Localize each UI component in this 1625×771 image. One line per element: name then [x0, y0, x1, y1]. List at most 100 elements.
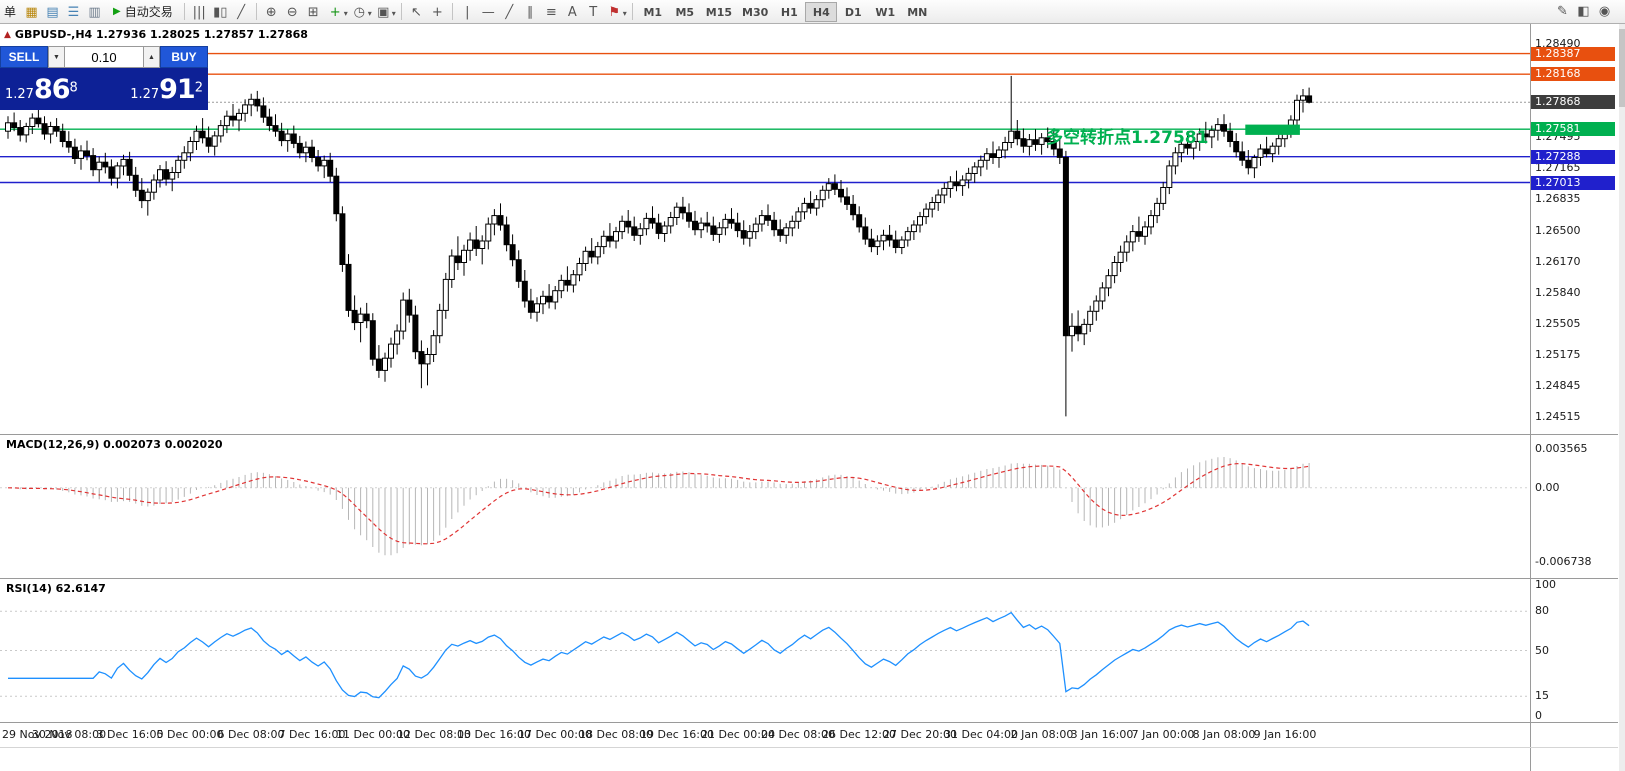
symbol-icon: ▲	[4, 29, 11, 40]
time-label: 31 Dec 04:00	[944, 728, 1018, 741]
price-tag: 1.27288	[1531, 150, 1615, 164]
autotrading-button[interactable]: ▶ 自动交易	[106, 2, 180, 22]
timeframe-d1-button[interactable]: D1	[844, 5, 862, 19]
buy-button[interactable]: BUY	[160, 46, 208, 68]
channel-icon[interactable]: ∥	[527, 4, 534, 20]
volume-input[interactable]	[65, 46, 143, 68]
time-label: 17 Dec 00:00	[518, 728, 592, 741]
time-label: 7 Jan 00:00	[1131, 728, 1195, 741]
volume-increase-button[interactable]: ▲	[143, 46, 160, 68]
chevron-down-icon[interactable]: ▾	[622, 8, 627, 18]
price-tag: 1.27013	[1531, 176, 1615, 190]
axis-label: 80	[1535, 604, 1549, 617]
edit-icon[interactable]: ✎	[1557, 4, 1568, 19]
time-label: 24 Dec 08:00	[761, 728, 835, 741]
price-chart[interactable]	[0, 24, 1530, 434]
cursor-icon[interactable]: ↖	[410, 4, 422, 20]
toolbar-separator	[631, 3, 633, 20]
new-order-button[interactable]: 单	[2, 2, 20, 22]
time-label: 12 Dec 08:00	[397, 728, 471, 741]
chart-symbol-info: ▲ GBPUSD-,H4 1.27936 1.28025 1.27857 1.2…	[4, 28, 308, 41]
price-chart-pane: ▲ GBPUSD-,H4 1.27936 1.28025 1.27857 1.2…	[0, 24, 1530, 434]
timeframe-m5-button[interactable]: M5	[675, 5, 695, 19]
time-label: 30 Nov 08:00	[31, 728, 107, 741]
time-label: 11 Dec 00:00	[336, 728, 410, 741]
time-label: 21 Dec 00:00	[701, 728, 775, 741]
fibonacci-icon[interactable]: ≡	[545, 4, 557, 20]
price-axis: 1.28490 1.27495 1.27165 1.26835 1.26500 1.261…	[1530, 24, 1619, 771]
time-label: 7 Dec 16:00	[278, 728, 346, 741]
data-window-icon[interactable]: ▤	[46, 4, 59, 20]
symbol-ohlc-text: GBPUSD-,H4 1.27936 1.28025 1.27857 1.278…	[14, 28, 308, 41]
timeframe-m1-button[interactable]: M1	[643, 5, 663, 19]
timeframe-m15-button[interactable]: M15	[705, 5, 733, 19]
time-label: 6 Dec 08:00	[217, 728, 285, 741]
zoom-out-icon[interactable]: ⊖	[286, 4, 298, 20]
autotrading-label: 自动交易	[124, 5, 173, 19]
panel-icon[interactable]: ◧	[1577, 4, 1590, 19]
rsi-label: RSI(14) 62.6147	[6, 582, 106, 595]
axis-label: 1.24515	[1535, 410, 1581, 423]
axis-label: 0	[1535, 709, 1542, 722]
price-tag: 1.27868	[1531, 95, 1615, 109]
text-icon[interactable]: A	[567, 4, 577, 20]
axis-label: 1.24845	[1535, 379, 1581, 392]
macd-label: MACD(12,26,9) 0.002073 0.002020	[6, 438, 223, 451]
macd-chart[interactable]	[0, 435, 1530, 578]
rsi-pane: RSI(14) 62.6147	[0, 579, 1530, 722]
buy-price: 1.27912	[130, 73, 203, 105]
pane-separator[interactable]	[0, 578, 1618, 579]
autotrading-play-icon: ▶	[113, 6, 121, 17]
timeframe-m30-button[interactable]: M30	[742, 5, 769, 19]
time-label: 3 Dec 16:00	[96, 728, 164, 741]
rsi-chart[interactable]	[0, 579, 1530, 722]
tile-windows-icon[interactable]: ⊞	[307, 4, 319, 20]
chevron-down-icon[interactable]: ▾	[367, 8, 372, 18]
time-label: 27 Dec 20:00	[883, 728, 957, 741]
vertical-scrollbar[interactable]	[1619, 24, 1625, 771]
period-clock-icon[interactable]: ◷	[353, 4, 365, 20]
arrows-icon[interactable]: ⚑	[608, 4, 621, 20]
timeframe-w1-button[interactable]: W1	[875, 5, 896, 19]
sell-button[interactable]: SELL	[0, 46, 48, 68]
time-label: 8 Jan 08:00	[1192, 728, 1256, 741]
bar-chart-icon[interactable]: |||	[192, 4, 206, 20]
time-label: 5 Dec 00:00	[156, 728, 224, 741]
chevron-down-icon[interactable]: ▾	[343, 8, 348, 18]
scrollbar-thumb[interactable]	[1619, 29, 1625, 107]
pane-separator[interactable]	[0, 434, 1618, 435]
axis-label: 1.26500	[1535, 224, 1581, 237]
hline-icon[interactable]: —	[481, 4, 495, 20]
market-watch-icon[interactable]: ▦	[25, 4, 38, 20]
trendline-icon[interactable]: ╱	[505, 4, 514, 20]
help-icon[interactable]: ◉	[1598, 4, 1611, 19]
candle-chart-icon[interactable]: ▮▯	[213, 4, 228, 20]
navigator-icon[interactable]: ☰	[67, 4, 80, 20]
vline-icon[interactable]: |	[465, 4, 470, 20]
terminal-icon[interactable]: ▥	[88, 4, 101, 20]
pane-separator	[0, 722, 1618, 723]
axis-label: 100	[1535, 578, 1556, 591]
timeframe-mn-button[interactable]: MN	[907, 5, 928, 19]
toolbar-separator	[183, 3, 185, 20]
label-icon[interactable]: T	[589, 4, 598, 20]
indicator-add-icon[interactable]: +	[329, 4, 341, 20]
axis-label: 50	[1535, 644, 1549, 657]
timeframe-h1-button[interactable]: H1	[780, 5, 798, 19]
zoom-in-icon[interactable]: ⊕	[265, 4, 277, 20]
line-chart-icon[interactable]: ╱	[237, 4, 246, 20]
price-tag: 1.27581	[1531, 122, 1615, 136]
crosshair-icon[interactable]: +	[431, 4, 443, 20]
axis-label: 0.003565	[1535, 442, 1588, 455]
chevron-down-icon[interactable]: ▾	[391, 8, 396, 18]
sell-price: 1.27868	[5, 73, 78, 105]
time-label: 13 Dec 16:00	[457, 728, 531, 741]
timeframe-h4-button[interactable]: H4	[805, 2, 838, 23]
volume-decrease-button[interactable]: ▼	[48, 46, 65, 68]
price-tag: 1.28168	[1531, 67, 1615, 81]
template-icon[interactable]: ▣	[377, 4, 390, 20]
axis-label: 1.25505	[1535, 317, 1581, 330]
axis-label: 0.00	[1535, 481, 1560, 494]
time-label: 9 Jan 16:00	[1253, 728, 1317, 741]
